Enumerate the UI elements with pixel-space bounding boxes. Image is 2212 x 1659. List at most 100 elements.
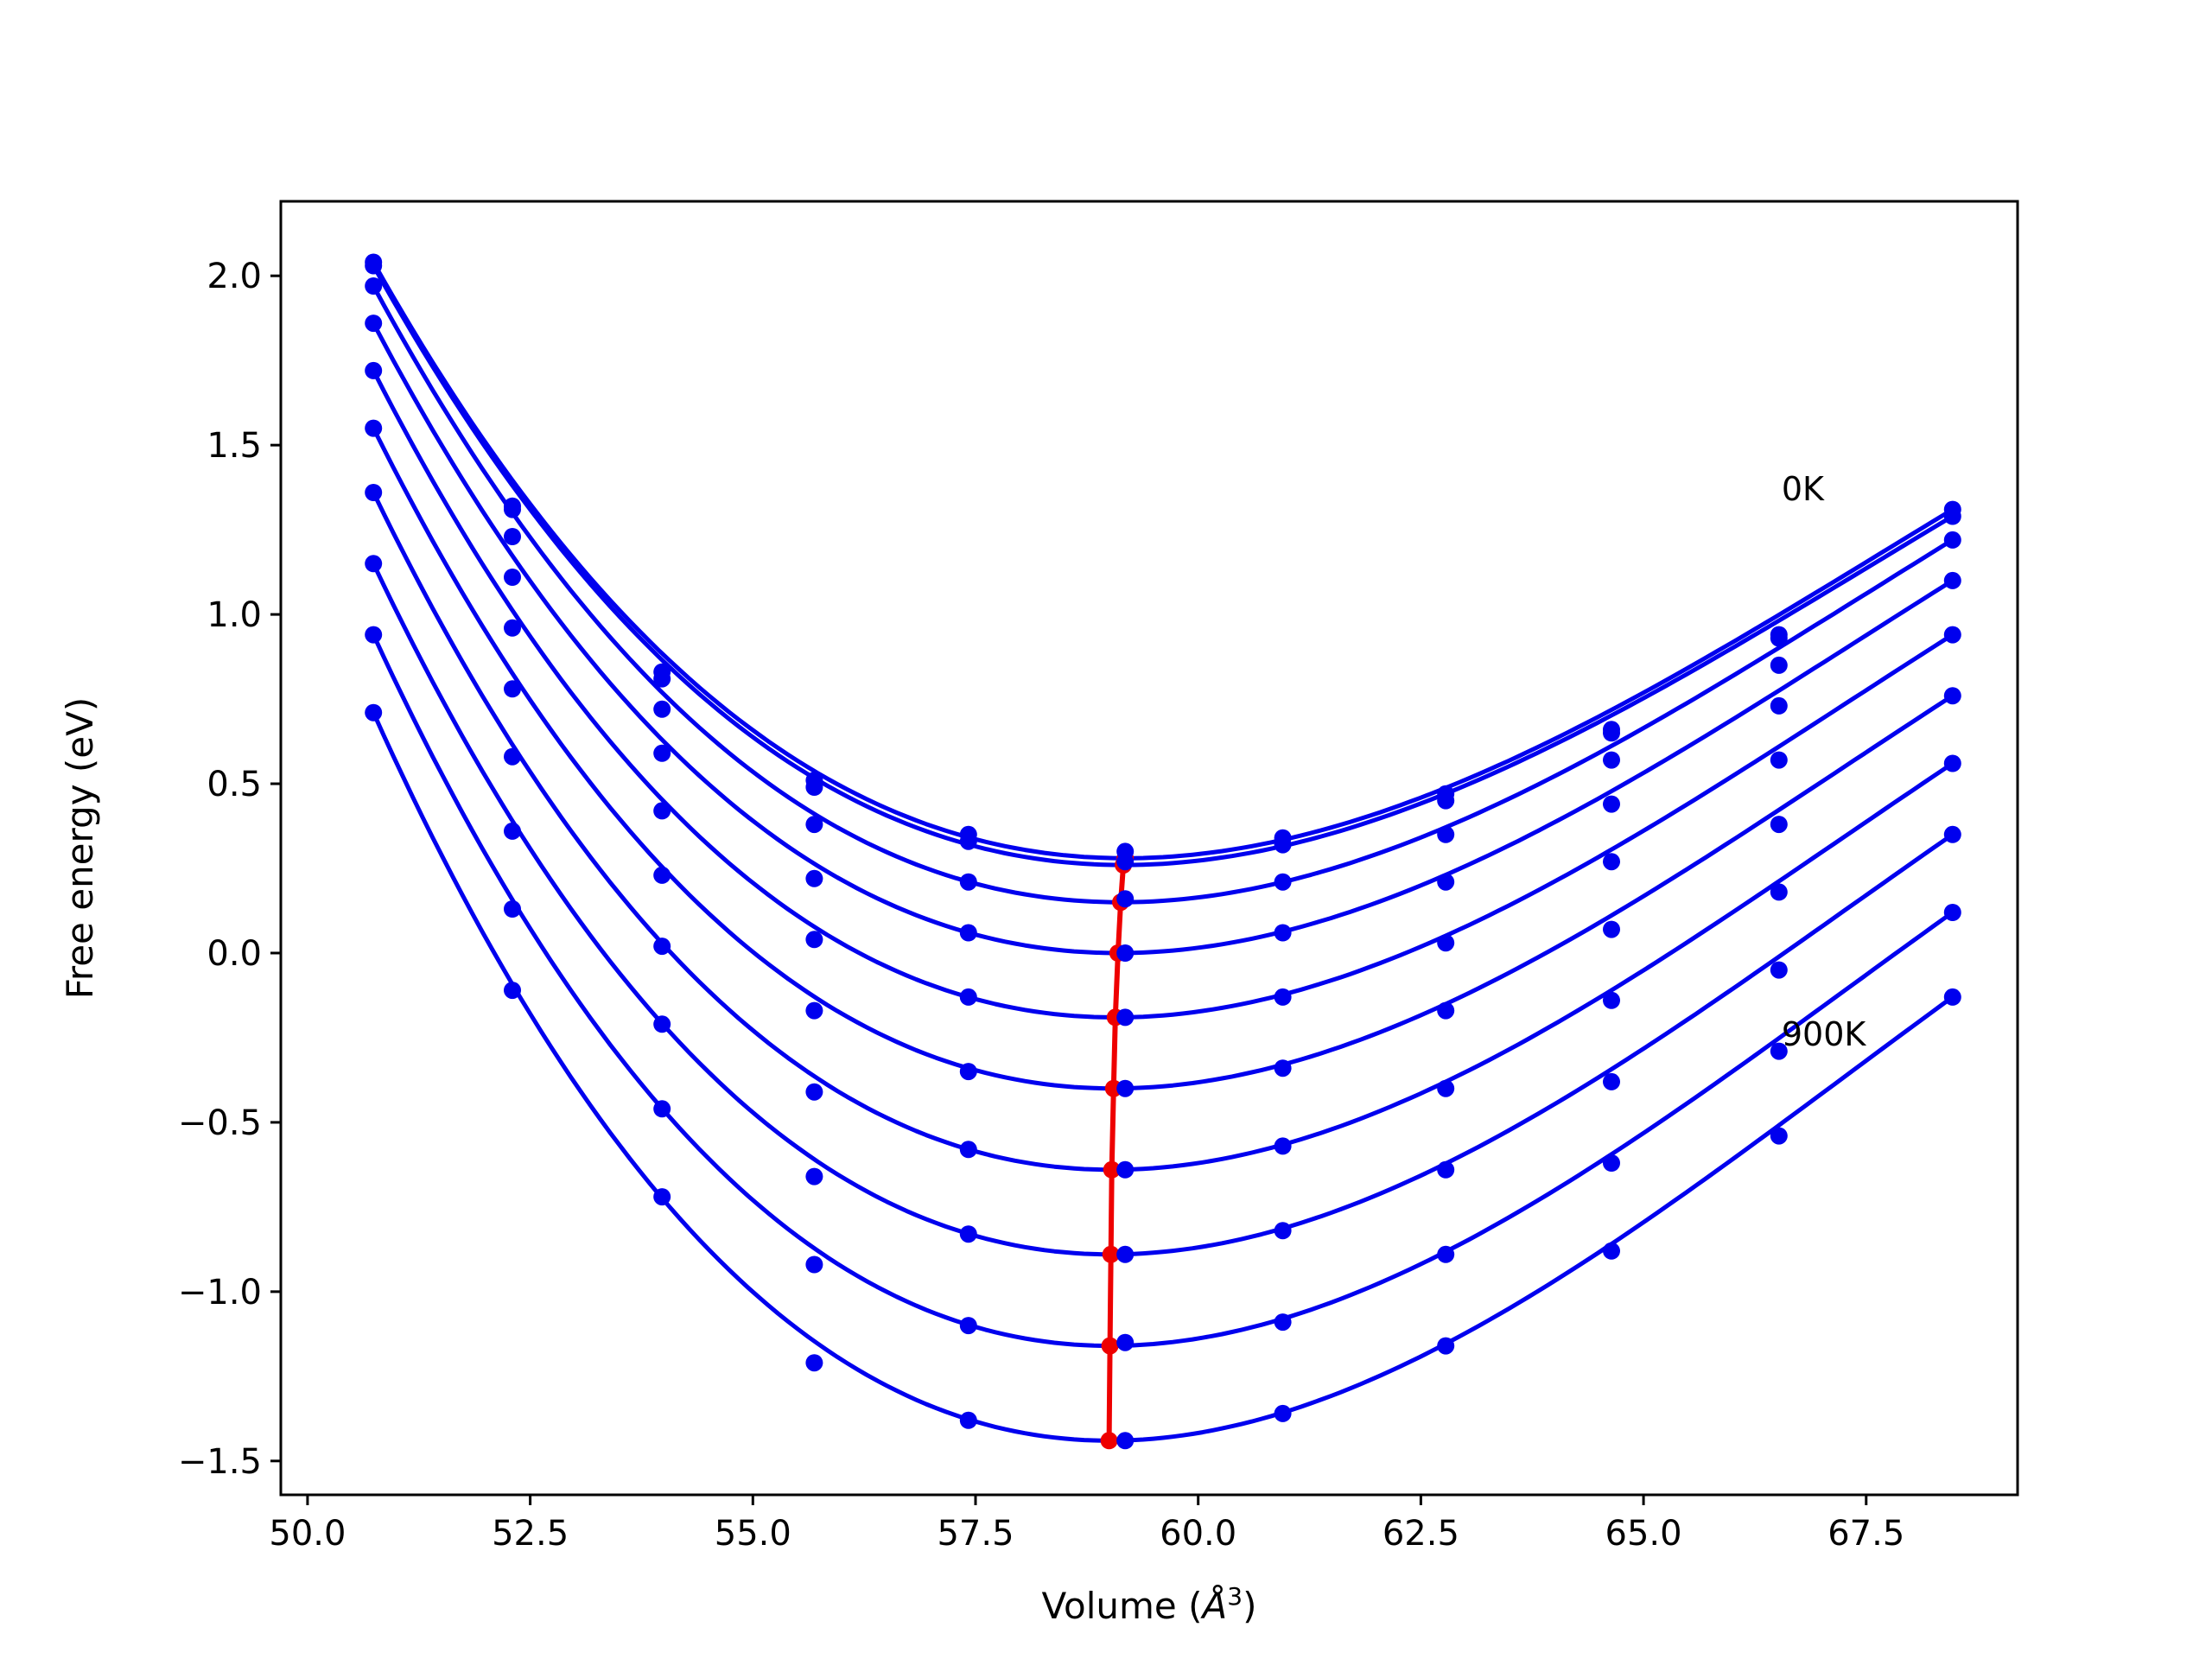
data-point-3-7 [1437, 873, 1455, 891]
data-point-8-6 [1274, 1313, 1292, 1332]
minimum-point-7 [1102, 1245, 1120, 1263]
data-point-9-1 [504, 982, 521, 1000]
data-point-9-0 [365, 703, 383, 721]
annotations: 0K 900K [1782, 470, 1867, 1053]
data-point-4-5 [1116, 1008, 1135, 1027]
series-line-9 [371, 711, 1955, 1443]
data-point-6-3 [805, 1083, 823, 1101]
data-point-1-5 [1116, 853, 1135, 871]
data-point-3-6 [1274, 924, 1292, 942]
data-point-4-0 [365, 361, 383, 379]
points-layer [365, 253, 1961, 1450]
data-point-6-2 [653, 938, 671, 956]
series-line-3 [371, 321, 1955, 956]
data-point-8-8 [1603, 1154, 1620, 1172]
minimum-point-6 [1103, 1160, 1121, 1179]
series-line-5 [371, 427, 1955, 1091]
data-point-7-7 [1437, 1160, 1455, 1179]
series-line-0 [372, 261, 1955, 861]
data-point-3-10 [1943, 571, 1961, 589]
data-point-5-4 [959, 1063, 977, 1081]
data-point-8-7 [1437, 1245, 1455, 1263]
data-point-4-3 [805, 931, 823, 949]
data-point-5-5 [1116, 1079, 1135, 1097]
annotation-0: 0K [1782, 470, 1825, 508]
data-point-7-0 [365, 555, 383, 573]
data-point-5-2 [653, 866, 671, 884]
data-point-6-6 [1274, 1137, 1292, 1155]
data-point-5-8 [1603, 920, 1620, 938]
minimum-point-9 [1100, 1432, 1118, 1450]
curves-layer [371, 261, 1955, 1443]
data-point-5-1 [504, 680, 521, 698]
data-point-5-6 [1274, 1059, 1292, 1077]
data-point-2-2 [653, 700, 671, 718]
data-point-4-10 [1943, 626, 1961, 644]
data-point-7-8 [1603, 1072, 1620, 1090]
data-point-8-3 [805, 1255, 823, 1274]
data-point-6-9 [1770, 883, 1788, 901]
data-point-6-1 [504, 747, 521, 766]
data-point-8-1 [504, 900, 521, 918]
data-point-7-10 [1943, 825, 1961, 843]
data-point-3-2 [653, 744, 671, 762]
annotation-1: 900K [1782, 1015, 1867, 1053]
data-point-1-1 [504, 500, 521, 518]
data-point-6-8 [1603, 991, 1620, 1009]
data-point-3-1 [504, 569, 521, 586]
data-point-2-1 [504, 528, 521, 545]
data-point-4-9 [1770, 751, 1788, 769]
data-point-4-6 [1274, 988, 1292, 1006]
data-point-8-2 [653, 1100, 671, 1118]
y-tick-label: −1.0 [178, 1273, 262, 1313]
data-point-7-6 [1274, 1222, 1292, 1240]
data-point-6-4 [959, 1141, 977, 1159]
y-tick-label: −1.5 [178, 1442, 262, 1482]
data-point-3-3 [805, 869, 823, 887]
data-point-7-4 [959, 1225, 977, 1243]
data-point-5-0 [365, 419, 383, 437]
data-point-6-10 [1943, 754, 1961, 772]
data-point-2-6 [1274, 873, 1292, 891]
data-point-1-10 [1943, 507, 1961, 525]
data-point-1-8 [1603, 724, 1620, 742]
x-tick-label: 55.0 [715, 1514, 791, 1554]
data-point-1-3 [805, 779, 823, 796]
data-point-2-3 [805, 816, 823, 834]
data-point-3-5 [1116, 944, 1135, 962]
data-point-8-4 [959, 1317, 977, 1335]
data-point-8-10 [1943, 904, 1961, 921]
data-point-6-0 [365, 484, 383, 501]
data-point-8-9 [1770, 1042, 1788, 1060]
data-point-1-4 [959, 832, 977, 850]
data-point-5-7 [1437, 1001, 1455, 1020]
data-point-5-9 [1770, 816, 1788, 834]
data-point-1-9 [1770, 626, 1788, 644]
series-line-2 [372, 284, 1955, 905]
y-axis-label: Free energy (eV) [59, 697, 101, 1000]
x-tick-label: 62.5 [1382, 1514, 1459, 1554]
data-point-5-3 [805, 1001, 823, 1020]
data-point-1-6 [1274, 836, 1292, 854]
data-point-9-6 [1274, 1404, 1292, 1422]
data-point-1-2 [653, 670, 671, 688]
x-axis-label-exponent: 3 [1227, 1582, 1243, 1611]
data-point-7-2 [653, 1015, 671, 1033]
series-line-8 [371, 633, 1955, 1349]
series-line-4 [371, 369, 1955, 1020]
data-point-9-9 [1770, 1127, 1788, 1145]
y-tick-label: 0.5 [207, 765, 262, 804]
minimum-line-layer [1100, 849, 1135, 1450]
data-point-9-4 [959, 1411, 977, 1429]
data-point-8-5 [1116, 1333, 1135, 1351]
minimum-line [1106, 857, 1128, 1441]
series-line-7 [371, 563, 1955, 1257]
x-tick-label: 50.0 [269, 1514, 346, 1554]
data-point-4-8 [1603, 853, 1620, 871]
series-line-1 [372, 264, 1955, 868]
data-point-2-4 [959, 873, 977, 891]
data-point-1-7 [1437, 791, 1455, 810]
data-point-4-1 [504, 619, 521, 637]
x-tick-label: 60.0 [1160, 1514, 1236, 1554]
y-tick-label: 1.0 [207, 595, 262, 635]
